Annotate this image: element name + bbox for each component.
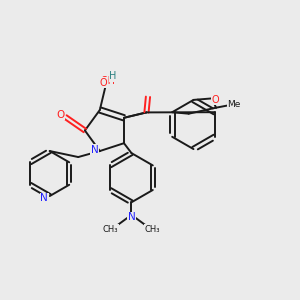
Text: N: N: [40, 194, 48, 203]
Text: N: N: [91, 145, 98, 154]
Text: N: N: [128, 212, 135, 222]
Text: O: O: [100, 78, 107, 88]
Text: OH: OH: [100, 76, 115, 86]
Text: O: O: [212, 95, 220, 105]
Text: CH₃: CH₃: [145, 225, 160, 234]
Text: CH₃: CH₃: [103, 225, 118, 234]
Text: O: O: [56, 110, 65, 120]
Text: Me: Me: [227, 100, 241, 109]
Text: H: H: [109, 71, 116, 81]
